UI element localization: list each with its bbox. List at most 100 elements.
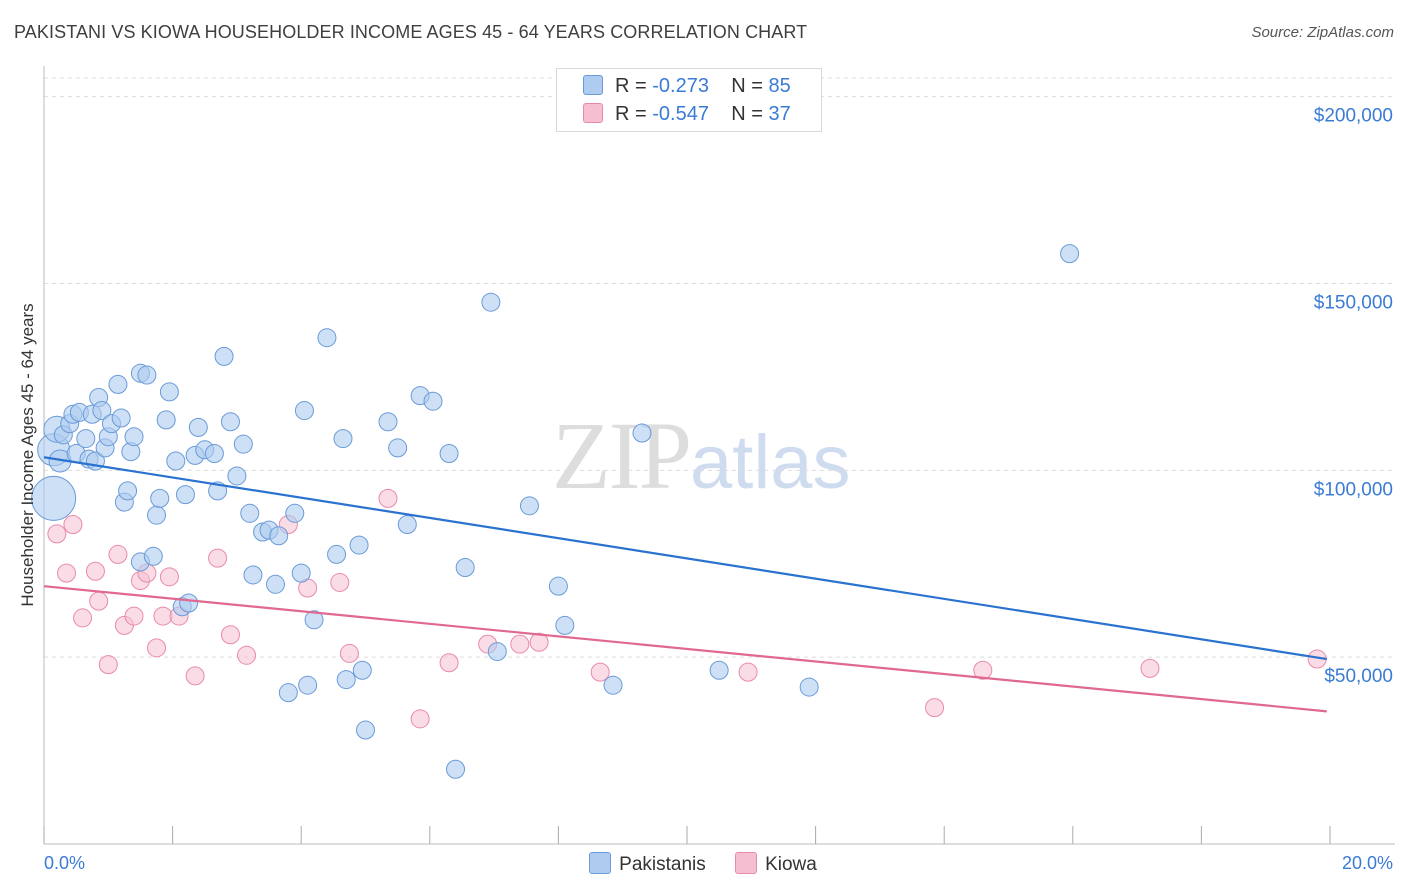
series-legend: Pakistanis Kiowa [0,852,1406,876]
pakistani-point [233,434,253,454]
kiowa-point [89,591,109,611]
legend-row-pakistani: R = -0.273 N = 85 [583,75,791,98]
kiowa-point [47,524,67,544]
pakistani-point [298,675,318,695]
y-tick-label: $100,000 [1314,479,1393,500]
correlation-legend: R = -0.273 N = 85 R = -0.547 N = 37 [556,68,822,132]
y-tick-label: $150,000 [1314,293,1393,314]
pakistani-point [269,526,289,546]
trend-lines [43,456,1327,713]
y-axis-label: Householder Income Ages 45 - 64 years [18,303,37,606]
legend-n-value: 85 [768,75,791,97]
pakistani-point [446,759,466,779]
kiowa-point [410,709,430,729]
watermark-atlas: atlas [690,420,851,505]
pakistani-point [349,535,369,555]
chart-title: PAKISTANI VS KIOWA HOUSEHOLDER INCOME AG… [14,22,808,42]
axes [43,66,1395,845]
legend-n-value: 37 [768,103,791,125]
legend-item-pakistanis[interactable]: Pakistanis [589,852,706,876]
legend-r-value: -0.547 [652,103,709,125]
pakistani-point [439,444,459,464]
pakistani-point [188,417,208,437]
pakistani-point [204,444,224,464]
kiowa-point [147,638,167,658]
pakistanis-swatch [589,852,612,874]
pakistani-point [220,412,240,432]
pakistani-point [111,408,131,428]
kiowa-point [208,548,228,568]
kiowa-point [63,515,83,535]
kiowa-point [590,662,610,682]
pakistani-point [214,346,234,366]
pakistani-point [31,475,77,521]
pakistani-point [709,660,729,680]
kiowa-point [973,660,993,680]
kiowa-point [153,606,173,626]
kiowa-point [108,544,128,564]
pakistani-point [166,451,186,471]
pakistani-point [240,503,260,523]
tick-labels: $50,000 $100,000 $150,000 $200,000 0.0% 20.0%… [18,106,1393,873]
pakistani-point [1060,244,1080,264]
pakistani-point [603,675,623,695]
pakistani-trend-line [43,456,1327,661]
pakistani-point [378,412,398,432]
pakistani-point [555,615,575,635]
pakistani-point [304,610,324,630]
x-tick-label: 20.0% [1342,853,1393,873]
legend-r-value: -0.273 [652,75,709,97]
pakistani-point [265,574,285,594]
pakistani-point [548,576,568,596]
x-tick-label: 0.0% [44,853,85,873]
kiowa-swatch [583,103,603,123]
legend-n-label: N = [731,103,763,125]
pakistani-point [227,466,247,486]
pakistani-point [150,488,170,508]
kiowa-point [85,561,105,581]
pakistani-point [356,720,375,740]
pakistani-point [124,427,144,447]
pakistani-point [423,391,443,411]
kiowa-point [159,567,179,587]
kiowa-point [57,563,77,583]
watermark: ZIPatlas [552,400,851,511]
kiowa-point [510,634,530,654]
pakistani-point [333,429,353,449]
kiowa-point [925,698,945,718]
pakistani-point [352,660,372,680]
kiowa-point [220,625,240,645]
pakistani-point [243,565,263,585]
pakistani-point [799,677,819,697]
legend-label-pakistanis: Pakistanis [619,854,706,875]
kiowa-point [237,645,257,665]
pakistani-points [31,244,1080,779]
pakistani-point [76,429,96,449]
kiowa-point [98,655,118,675]
legend-r-label: R = [615,103,647,125]
kiowa-point [124,606,144,626]
legend-n-label: N = [731,75,763,97]
kiowa-point [339,643,359,663]
pakistani-point [278,683,298,703]
kiowa-point [185,666,205,686]
kiowa-point [1140,658,1160,678]
pakistani-point [632,423,652,443]
pakistani-point [108,374,128,394]
watermark-zip: ZIP [552,402,692,509]
legend-item-kiowa[interactable]: Kiowa [735,852,817,876]
pakistani-point [291,563,311,583]
pakistani-swatch [583,75,603,95]
kiowa-point [529,632,549,652]
pakistani-point [397,515,417,535]
kiowa-point [378,488,398,508]
pakistani-point [481,292,501,312]
legend-r-label: R = [615,75,647,97]
pakistani-point [388,438,408,458]
pakistani-point [455,557,475,577]
pakistani-point [143,546,163,566]
pakistani-point [519,496,539,516]
pakistani-point [118,481,138,501]
pakistani-point [147,505,167,525]
legend-label-kiowa: Kiowa [765,854,817,875]
